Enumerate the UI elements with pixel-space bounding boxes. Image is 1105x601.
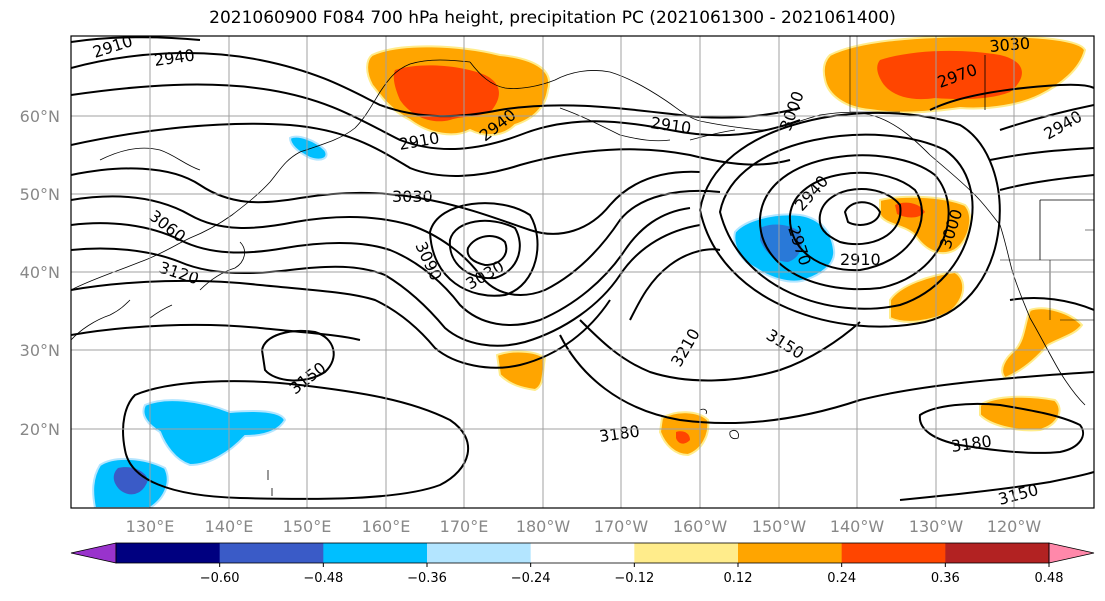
lat-label-40n: 40°N — [20, 263, 60, 282]
precip-shading-positive — [366, 36, 1087, 457]
colorbar-swatch — [219, 543, 324, 563]
contour-label: 3030 — [392, 187, 433, 206]
colorbar-tick-label: −0.12 — [614, 571, 654, 586]
lon-label: 140°E — [205, 517, 254, 536]
colorbar-tick-label: −0.24 — [511, 571, 551, 586]
lon-label: 140°W — [830, 517, 885, 536]
lon-label: 150°W — [752, 517, 807, 536]
graticule — [71, 36, 1094, 508]
colorbar-tick-label: −0.60 — [200, 571, 240, 586]
lon-label: 150°E — [283, 517, 332, 536]
lon-label: 160°W — [673, 517, 728, 536]
map-border — [70, 35, 1095, 509]
colorbar: −0.60 −0.48 −0.36 −0.24 −0.12 0.12 0.24 0.36 0.4… — [70, 542, 1095, 586]
lat-label-50n: 50°N — [20, 185, 60, 204]
colorbar-extend-high — [1048, 542, 1095, 564]
colorbar-swatch — [427, 543, 532, 563]
colorbar-tick-label: 0.36 — [931, 571, 960, 586]
colorbar-tick-label: 0.12 — [724, 571, 753, 586]
lon-label: 130°W — [909, 517, 964, 536]
lon-label: 180°W — [516, 517, 571, 536]
contour-label: 2910 — [840, 250, 881, 269]
contour-label: 3030 — [989, 34, 1031, 56]
latitude-labels: 60°N 50°N 40°N 30°N 20°N — [20, 107, 60, 439]
colorbar-swatch — [945, 543, 1050, 563]
colorbar-tick-label: 0.48 — [1035, 571, 1064, 586]
colorbar-swatch — [634, 543, 739, 563]
colorbar-swatch — [738, 543, 843, 563]
colorbar-swatch — [116, 543, 221, 563]
height-contours — [71, 36, 1094, 501]
lon-label: 120°W — [987, 517, 1042, 536]
colorbar-swatch — [841, 543, 946, 563]
map-title: 2021060900 F084 700 hPa height, precipit… — [209, 8, 896, 28]
colorbar-tick-label: −0.48 — [303, 571, 343, 586]
colorbar-extend-low — [70, 542, 117, 564]
lon-label: 130°E — [126, 517, 175, 536]
precip-shading-negative — [92, 135, 836, 508]
colorbar-swatch — [530, 543, 635, 563]
lon-label: 170°W — [594, 517, 649, 536]
colorbar-outline — [115, 542, 1050, 564]
lat-label-60n: 60°N — [20, 107, 60, 126]
lat-label-20n: 20°N — [20, 420, 60, 439]
lat-label-30n: 30°N — [20, 341, 60, 360]
colorbar-swatch — [323, 543, 428, 563]
longitude-labels: 130°E 140°E 150°E 160°E 170°E 180°W 170°… — [126, 517, 1042, 536]
colorbar-tick-label: −0.36 — [407, 571, 447, 586]
lon-label: 160°E — [362, 517, 411, 536]
lon-label: 170°E — [440, 517, 489, 536]
colorbar-tick-label: 0.24 — [827, 571, 856, 586]
